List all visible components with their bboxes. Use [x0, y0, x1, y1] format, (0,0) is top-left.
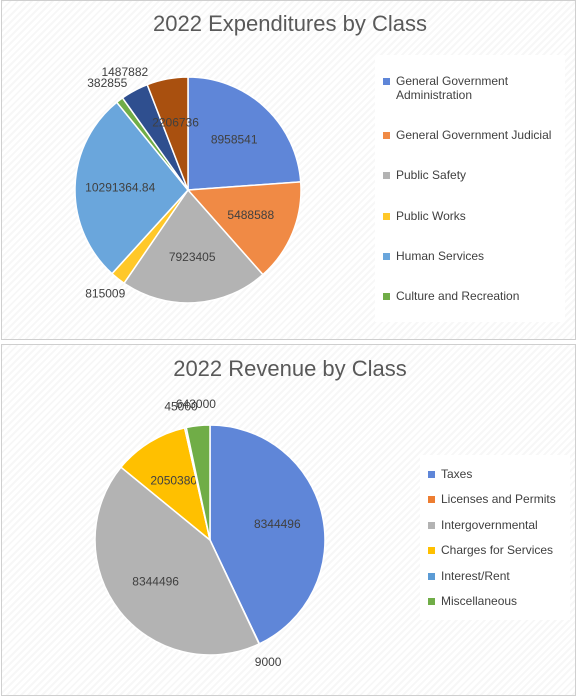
legend-entry: Licenses and Permits — [428, 492, 562, 506]
pie-slice — [119, 426, 212, 542]
pie-slice — [146, 76, 189, 191]
legend-swatch — [428, 521, 435, 529]
pie-slice — [123, 188, 264, 304]
legend-label: Taxes — [441, 466, 473, 481]
data-label: 815009 — [85, 287, 125, 301]
chart-title: 2022 Revenue by Class — [173, 356, 407, 381]
legend-swatch — [383, 172, 390, 180]
data-label: 7923405 — [169, 250, 216, 264]
legend-entry: Charges for Services — [428, 543, 562, 557]
data-label: 10291364.84 — [85, 180, 155, 194]
legend-label: Culture and Recreation — [396, 288, 520, 303]
data-label: 1487882 — [101, 65, 148, 79]
legend-label: Human Services — [396, 248, 485, 263]
legend-label: Public Works — [396, 208, 466, 223]
pie-slice — [185, 424, 211, 541]
data-label: 382855 — [87, 76, 127, 90]
data-label: 5488588 — [227, 208, 274, 222]
legend-swatch — [428, 572, 435, 580]
legend-label: Intergovernmental — [441, 517, 538, 532]
legend-swatch — [383, 292, 390, 300]
legend-label: Licenses and Permits — [441, 492, 556, 507]
legend-entry: Intergovernmental — [428, 518, 562, 532]
pie-slice — [74, 101, 189, 275]
legend-entry: Miscellaneous — [428, 594, 562, 608]
data-label: 2206736 — [152, 116, 199, 130]
data-label: 643000 — [176, 397, 216, 411]
data-label: 2050380 — [150, 473, 197, 487]
legend-label: Interest/Rent — [441, 568, 510, 583]
legend-label: Charges for Services — [441, 543, 554, 558]
legend-entry: Human Services — [383, 249, 557, 263]
legend-entry: Taxes — [428, 467, 562, 481]
legend-label: Miscellaneous — [441, 594, 518, 609]
legend-entry: General Government Administration — [383, 74, 557, 102]
legend-swatch — [428, 496, 435, 504]
pie-slice — [187, 76, 302, 191]
legend-label: General Government Judicial — [396, 128, 552, 143]
legend: Taxes Licenses and Permits Intergovernment… — [420, 455, 570, 620]
pie-slice — [186, 181, 302, 276]
legend-swatch — [383, 132, 390, 140]
legend-swatch — [428, 598, 435, 606]
legend-swatch — [383, 212, 390, 220]
legend-label: General Government Administration — [396, 74, 509, 103]
legend-swatch — [428, 547, 435, 555]
pie-slice — [94, 466, 261, 656]
pie-slice — [209, 424, 326, 645]
chart-title: 2022 Expenditures by Class — [153, 11, 427, 36]
data-label: 8344496 — [132, 575, 179, 589]
data-label: 8958541 — [211, 133, 258, 147]
legend-entry: General Government Judicial — [383, 128, 557, 142]
data-label: 45000 — [164, 400, 198, 414]
legend: General Government Administration General… — [375, 55, 565, 322]
data-label: 8344496 — [254, 517, 301, 531]
legend-entry: Public Works — [383, 209, 557, 223]
legend-swatch — [383, 78, 390, 86]
legend-entry: Public Safety — [383, 168, 557, 182]
legend-label: Public Safety — [396, 168, 467, 183]
legend-swatch — [428, 470, 435, 478]
legend-swatch — [383, 252, 390, 260]
data-label: 9000 — [255, 655, 282, 669]
legend-entry: Culture and Recreation — [383, 289, 557, 303]
legend-entry: Interest/Rent — [428, 569, 562, 583]
